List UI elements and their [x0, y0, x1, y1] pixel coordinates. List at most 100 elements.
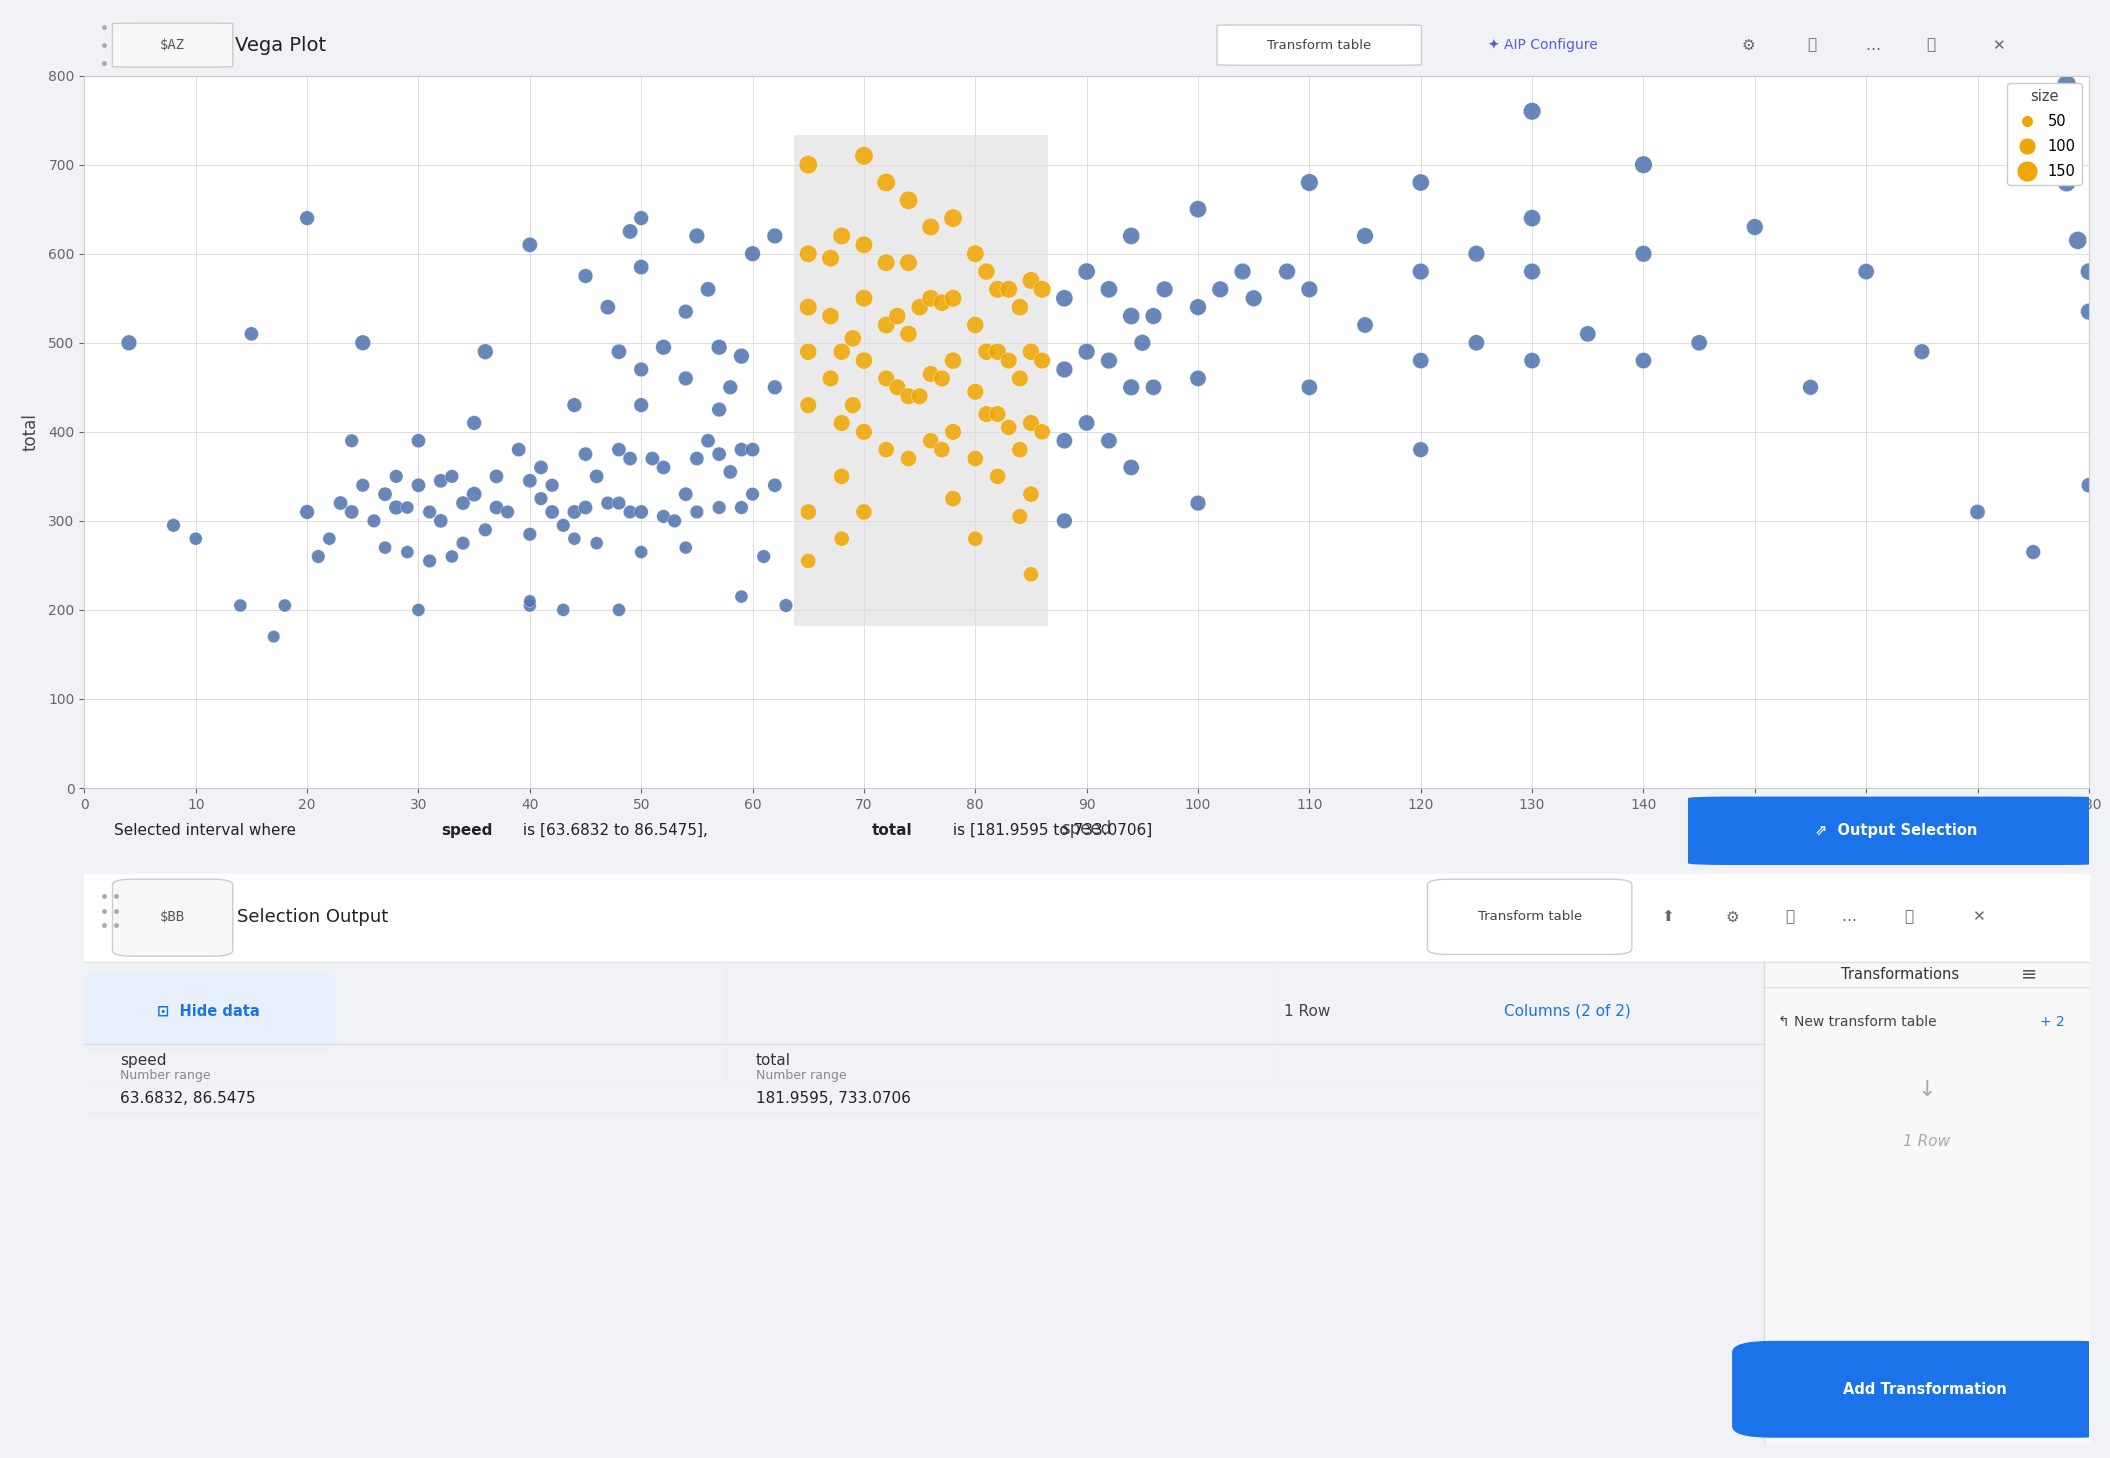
- Point: [1293, 277, 1327, 300]
- Point: [814, 246, 848, 270]
- Point: [747, 545, 781, 569]
- Point: [869, 251, 903, 274]
- Text: ⊡  Hide data: ⊡ Hide data: [158, 1005, 260, 1019]
- Point: [679, 500, 713, 523]
- Point: [601, 340, 635, 363]
- Point: [679, 225, 713, 248]
- Point: [2049, 171, 2083, 194]
- Point: [669, 300, 703, 324]
- Point: [312, 526, 346, 550]
- Point: [1627, 153, 1661, 176]
- Point: [625, 255, 658, 278]
- Point: [1570, 322, 1606, 346]
- Point: [1270, 260, 1304, 283]
- Point: [591, 296, 625, 319]
- Point: [502, 437, 536, 461]
- Text: ✕: ✕: [1992, 38, 2004, 52]
- Point: [1182, 367, 1215, 391]
- Point: [846, 287, 880, 311]
- Point: [724, 437, 757, 461]
- Point: [614, 220, 648, 243]
- Point: [791, 550, 825, 573]
- Point: [369, 483, 403, 506]
- Point: [893, 448, 926, 471]
- Point: [557, 500, 591, 523]
- Point: [580, 532, 614, 555]
- Point: [736, 242, 770, 265]
- Point: [614, 500, 648, 523]
- Point: [1739, 216, 1772, 239]
- Point: [791, 394, 825, 417]
- Point: [1025, 348, 1059, 372]
- Point: [937, 348, 971, 372]
- Point: [893, 188, 926, 211]
- Point: [981, 277, 1015, 300]
- Text: Transform table: Transform table: [1266, 38, 1372, 51]
- Point: [357, 509, 390, 532]
- Point: [2017, 541, 2051, 564]
- Point: [323, 491, 357, 515]
- Text: …: …: [1840, 910, 1857, 924]
- Point: [1047, 429, 1080, 452]
- Point: [981, 402, 1015, 426]
- Point: [2072, 300, 2106, 324]
- Point: [414, 550, 447, 573]
- Point: [846, 233, 880, 257]
- Text: ⛶: ⛶: [1903, 910, 1914, 924]
- Point: [513, 593, 546, 617]
- Point: [601, 598, 635, 621]
- Point: [825, 340, 859, 363]
- Point: [646, 504, 679, 528]
- Point: [768, 593, 802, 617]
- Point: [869, 367, 903, 391]
- Text: Selection Output: Selection Output: [236, 908, 388, 926]
- Point: [536, 500, 570, 523]
- Point: [1070, 411, 1104, 434]
- Point: [369, 537, 403, 560]
- Point: [825, 225, 859, 248]
- Point: [1002, 437, 1036, 461]
- Text: Vega Plot: Vega Plot: [234, 35, 325, 54]
- Point: [2072, 474, 2106, 497]
- Point: [513, 589, 546, 612]
- Point: [523, 456, 557, 480]
- Point: [224, 593, 257, 617]
- Point: [692, 277, 726, 300]
- Point: [1002, 367, 1036, 391]
- Point: [1025, 277, 1059, 300]
- Point: [570, 264, 603, 287]
- Text: Add Transformation: Add Transformation: [1842, 1382, 2007, 1397]
- Point: [257, 625, 291, 649]
- Point: [791, 242, 825, 265]
- Point: [814, 305, 848, 328]
- Point: [679, 448, 713, 471]
- Point: [1015, 268, 1049, 292]
- X-axis label: speed: speed: [1061, 819, 1112, 838]
- Point: [825, 465, 859, 488]
- Point: [625, 500, 658, 523]
- Point: [1047, 287, 1080, 311]
- Point: [736, 437, 770, 461]
- Point: [458, 483, 492, 506]
- Point: [968, 340, 1004, 363]
- Point: [658, 509, 692, 532]
- Point: [893, 385, 926, 408]
- Point: [1515, 348, 1549, 372]
- Point: [1794, 376, 1827, 399]
- Text: $AZ: $AZ: [160, 38, 186, 52]
- Point: [1848, 260, 1882, 283]
- Point: [791, 296, 825, 319]
- Point: [703, 442, 736, 465]
- FancyBboxPatch shape: [112, 23, 232, 67]
- Point: [992, 277, 1025, 300]
- Point: [513, 233, 546, 257]
- Point: [1460, 242, 1494, 265]
- Point: [380, 496, 414, 519]
- Point: [513, 522, 546, 545]
- Point: [903, 296, 937, 319]
- Point: [869, 171, 903, 194]
- Point: [1515, 99, 1549, 122]
- Point: [669, 367, 703, 391]
- Point: [424, 469, 458, 493]
- Text: ↓: ↓: [1918, 1080, 1935, 1101]
